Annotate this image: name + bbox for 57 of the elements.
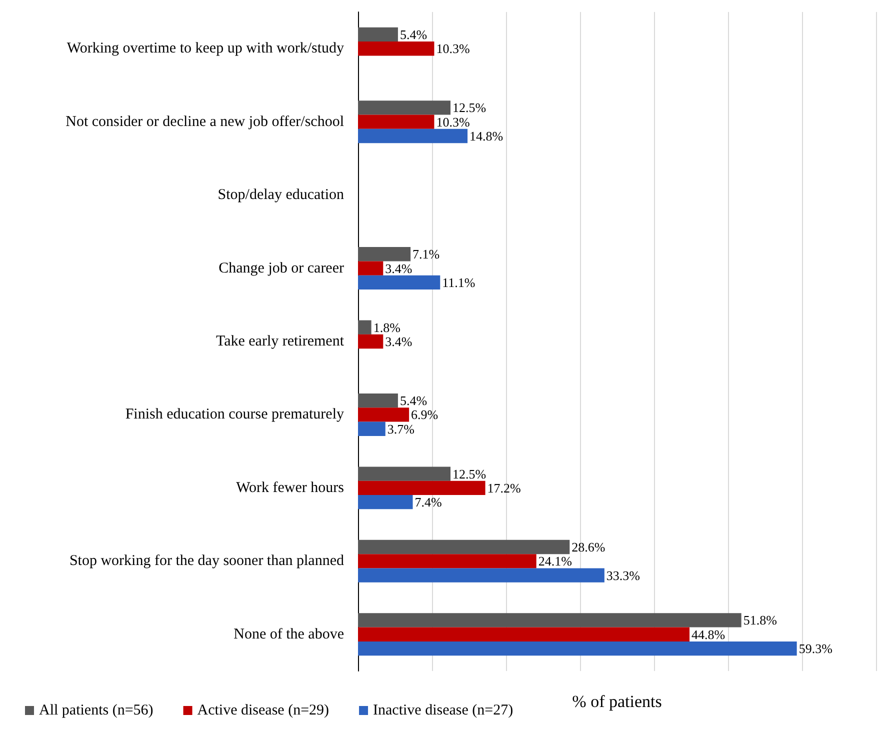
data-label: 10.3% — [436, 114, 470, 130]
data-label: 3.7% — [387, 421, 415, 436]
bar — [358, 540, 570, 554]
bar — [358, 42, 434, 56]
data-label: 12.5% — [452, 466, 486, 482]
bar — [358, 275, 440, 290]
y-tick-label: Working overtime to keep up with work/study — [66, 40, 344, 57]
bar — [358, 334, 384, 349]
data-label: 17.2% — [487, 480, 522, 496]
bar — [358, 627, 690, 642]
legend-label: Active disease (n=29) — [197, 702, 330, 718]
bar — [358, 27, 398, 42]
y-tick-label: Stop working for the day sooner than planned — [69, 553, 344, 570]
y-tick-label: Take early retirement — [216, 334, 345, 350]
data-label: 3.4% — [385, 260, 412, 276]
bar — [358, 320, 372, 334]
bar — [358, 466, 450, 481]
data-label: 51.8% — [743, 612, 778, 628]
bar — [358, 568, 604, 582]
bar — [358, 393, 398, 408]
y-tick-label: Finish education course prematurely — [125, 406, 344, 423]
y-tick-label: None of the above — [234, 626, 344, 642]
data-label: 33.3% — [606, 568, 640, 583]
bar — [358, 114, 434, 129]
y-tick-label: Work fewer hours — [236, 480, 344, 496]
data-label: 5.4% — [400, 26, 428, 42]
data-label: 6.9% — [411, 407, 438, 422]
data-label: 11.1% — [442, 274, 476, 290]
bar — [358, 480, 486, 496]
data-label: 12.5% — [452, 100, 486, 116]
data-label: 28.6% — [572, 540, 606, 555]
bar — [358, 247, 411, 262]
y-tick-label: Not consider or decline a new job offer/school — [66, 114, 344, 130]
bar — [358, 613, 742, 628]
legend-label: Inactive disease (n=27) — [373, 702, 514, 718]
bar — [358, 422, 386, 436]
data-label: 3.4% — [385, 334, 412, 349]
bar — [358, 554, 536, 568]
x-axis-title: % of patients — [572, 692, 662, 711]
data-label: 7.1% — [412, 246, 440, 262]
data-label: 59.3% — [798, 641, 833, 656]
legend-label: All patients (n=56) — [39, 702, 154, 718]
data-label: 7.4% — [414, 494, 442, 510]
bar — [358, 641, 797, 656]
bar — [358, 495, 413, 510]
data-label: 10.3% — [436, 41, 470, 56]
y-tick-label: Stop/delay education — [218, 187, 344, 204]
data-label: 24.1% — [538, 554, 572, 569]
data-label: 1.8% — [373, 320, 401, 335]
y-tick-label: Change job or career — [218, 260, 344, 276]
bar — [358, 128, 468, 144]
bar — [358, 408, 410, 422]
bar — [358, 100, 450, 115]
data-label: 14.8% — [470, 128, 504, 144]
bar — [358, 261, 384, 276]
data-label: 5.4% — [400, 393, 428, 408]
data-label: 44.8% — [692, 626, 726, 642]
